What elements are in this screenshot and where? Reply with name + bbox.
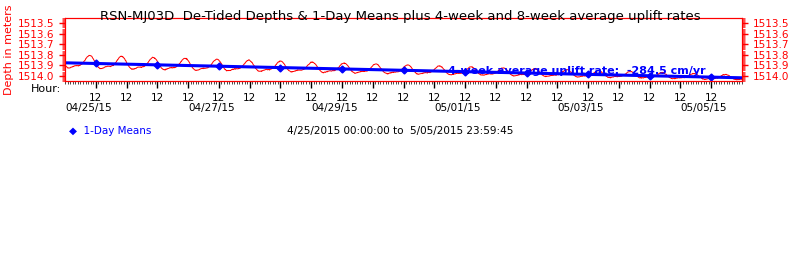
Text: 05/03/15: 05/03/15: [557, 103, 604, 113]
Text: 04/25/15: 04/25/15: [65, 103, 112, 113]
Text: 05/01/15: 05/01/15: [434, 103, 481, 113]
Y-axis label: Depth in meters: Depth in meters: [4, 4, 14, 95]
Text: 04/29/15: 04/29/15: [311, 103, 358, 113]
Text: 4-week average uplift rate:  -284.5 cm/yr: 4-week average uplift rate: -284.5 cm/yr: [447, 66, 705, 76]
Text: RSN-MJ03D  De-Tided Depths & 1-Day Means plus 4-week and 8-week average uplift r: RSN-MJ03D De-Tided Depths & 1-Day Means …: [100, 10, 700, 23]
Text: 04/27/15: 04/27/15: [188, 103, 235, 113]
Text: 4/25/2015 00:00:00 to  5/05/2015 23:59:45: 4/25/2015 00:00:00 to 5/05/2015 23:59:45: [287, 126, 513, 136]
Text: ◆  1-Day Means: ◆ 1-Day Means: [69, 126, 151, 136]
Text: 05/05/15: 05/05/15: [680, 103, 727, 113]
Text: Hour:: Hour:: [30, 83, 61, 93]
